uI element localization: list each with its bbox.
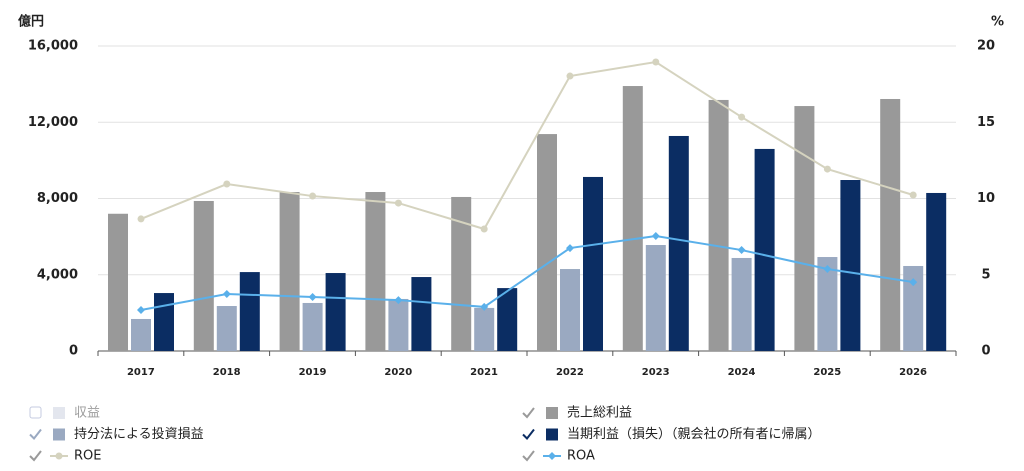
legend-checkbox[interactable] <box>29 406 42 419</box>
x-tick-label: 2019 <box>299 367 327 378</box>
x-tick-label: 2023 <box>642 367 670 378</box>
point <box>308 293 317 302</box>
bar <box>560 269 580 351</box>
legend-label[interactable]: ROE <box>74 449 101 464</box>
x-tick-label: 2021 <box>470 367 498 378</box>
point <box>823 165 831 173</box>
bar <box>880 98 901 352</box>
bar <box>926 192 947 351</box>
legend-marker[interactable] <box>55 452 63 460</box>
bar <box>108 213 128 351</box>
bar <box>154 293 174 351</box>
y2-tick-label: 0 <box>981 344 990 359</box>
bar <box>388 298 409 351</box>
point <box>566 244 574 253</box>
point <box>738 113 746 121</box>
legend-swatch[interactable] <box>546 407 558 419</box>
point <box>480 225 488 233</box>
bar <box>239 272 260 351</box>
bar <box>903 265 924 351</box>
x-tick-label: 2025 <box>813 367 841 378</box>
legend-label[interactable]: 当期利益（損失）（親会社の所有者に帰属） <box>567 426 821 442</box>
y-tick-label: 16,000 <box>28 39 78 54</box>
bar <box>411 277 432 351</box>
point <box>823 264 832 273</box>
legend-swatch[interactable] <box>53 428 65 441</box>
y-tick-label: 12,000 <box>28 115 78 130</box>
point <box>909 278 918 287</box>
legend-label[interactable]: 売上総利益 <box>567 405 632 421</box>
bar <box>754 148 775 351</box>
legend-check[interactable] <box>29 428 42 441</box>
bar <box>794 106 815 351</box>
point <box>652 58 660 66</box>
bar <box>583 176 603 351</box>
legend-label[interactable]: 持分法による投資損益 <box>74 426 204 442</box>
bar <box>668 135 689 351</box>
x-tick-label: 2020 <box>384 367 412 378</box>
legend-label[interactable]: 収益 <box>74 406 100 421</box>
y2-tick-label: 20 <box>977 39 995 54</box>
y2-axis-unit: % <box>991 15 1004 30</box>
bar <box>622 86 643 351</box>
point <box>394 296 403 305</box>
bar <box>645 245 666 351</box>
x-tick-label: 2022 <box>556 367 584 378</box>
point <box>394 199 402 207</box>
bar <box>365 192 386 351</box>
bar <box>731 257 752 351</box>
legend-swatch[interactable] <box>546 428 558 441</box>
legend-check[interactable] <box>29 450 42 462</box>
point <box>309 192 317 200</box>
line <box>140 235 914 311</box>
y2-tick-label: 15 <box>977 115 995 130</box>
bar <box>708 99 729 352</box>
y2-tick-label: 10 <box>977 191 995 206</box>
legend-check[interactable] <box>522 407 535 419</box>
y-tick-label: 4,000 <box>37 267 78 282</box>
point <box>737 246 746 255</box>
x-tick-label: 2018 <box>213 367 241 378</box>
legend-check[interactable] <box>522 428 535 441</box>
point <box>651 232 660 241</box>
bar <box>216 306 237 351</box>
y-tick-label: 0 <box>69 344 78 359</box>
point <box>566 72 574 80</box>
legend-marker[interactable] <box>548 452 556 460</box>
point <box>137 305 145 314</box>
y2-tick-label: 5 <box>981 267 990 282</box>
bar <box>817 257 838 351</box>
x-tick-label: 2026 <box>899 367 927 378</box>
y-axis-unit: 億円 <box>18 14 44 30</box>
point <box>480 302 489 311</box>
bar <box>474 307 495 351</box>
line <box>140 60 914 231</box>
legend-label[interactable]: ROA <box>567 449 595 464</box>
x-tick-label: 2017 <box>127 367 155 378</box>
point <box>137 215 145 223</box>
bar <box>302 302 323 351</box>
bar <box>840 180 861 351</box>
point <box>223 180 231 188</box>
bar <box>279 192 300 351</box>
legend-swatch[interactable] <box>53 407 65 419</box>
bar <box>537 134 557 351</box>
legend-check[interactable] <box>522 450 535 462</box>
bar <box>325 273 346 351</box>
x-tick-label: 2024 <box>728 367 756 378</box>
bar <box>131 318 151 351</box>
point <box>222 289 231 298</box>
bar <box>451 196 472 351</box>
bar <box>497 288 518 351</box>
point <box>909 191 917 199</box>
y-tick-label: 8,000 <box>37 191 78 206</box>
bar <box>193 200 214 351</box>
